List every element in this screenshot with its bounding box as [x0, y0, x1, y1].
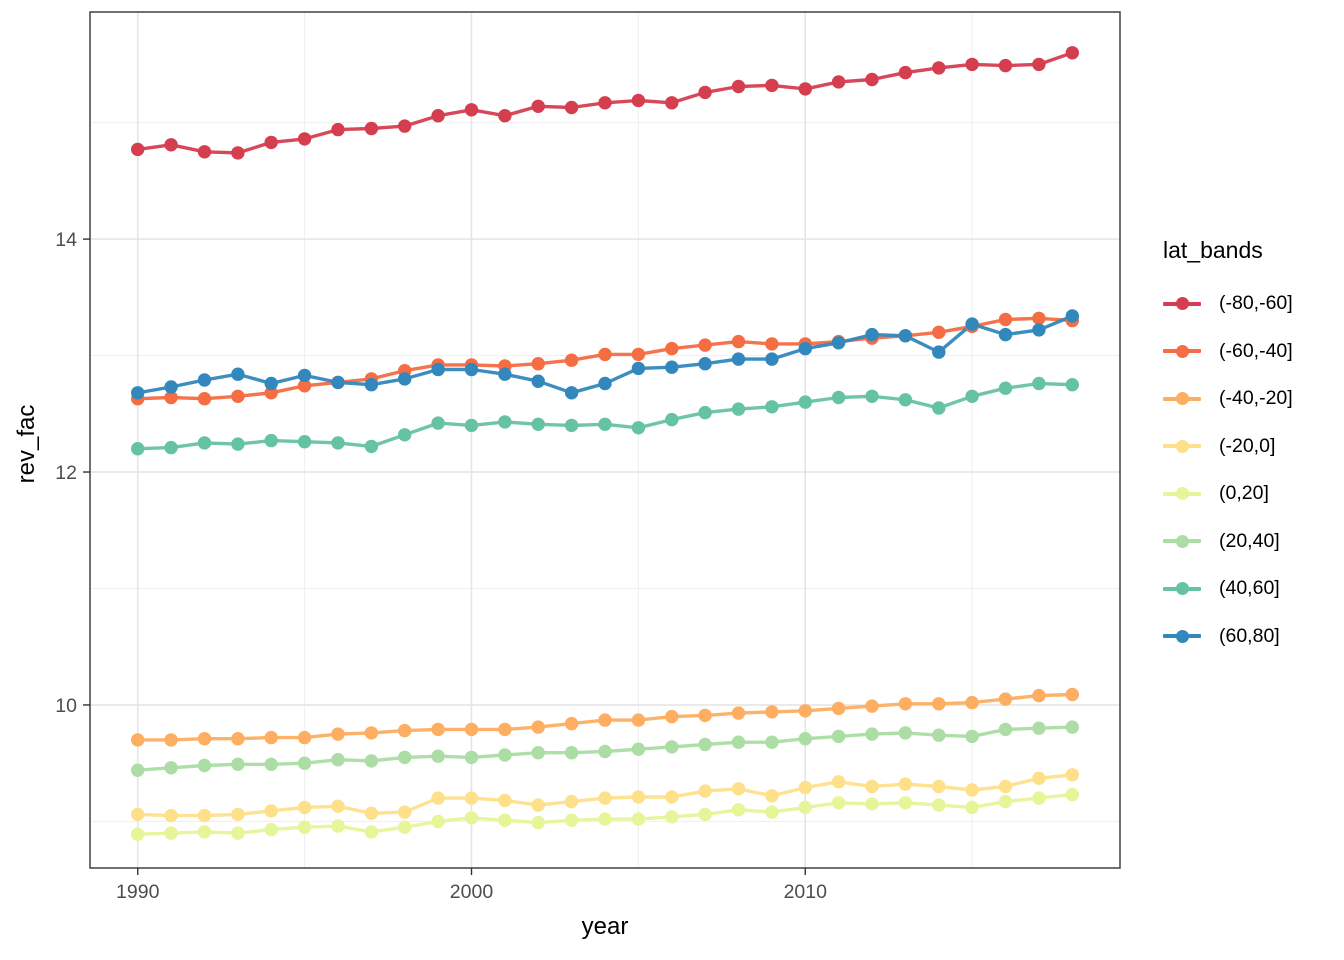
legend-key-icon [1163, 344, 1201, 358]
legend-item: (0,20] [1163, 470, 1293, 518]
legend-key-icon [1163, 392, 1201, 406]
legend-item: (20,40] [1163, 518, 1293, 566]
legend-item: (-40,-20] [1163, 375, 1293, 423]
legend-key-icon [1163, 297, 1201, 311]
legend-item-label: (-80,-60] [1219, 292, 1293, 315]
legend-item-label: (-60,-40] [1219, 339, 1293, 362]
legend-item-label: (60,80] [1219, 624, 1280, 647]
y-tick-label: 12 [55, 462, 77, 484]
legend-item-label: (-40,-20] [1219, 387, 1293, 410]
legend-item: (-80,-60] [1163, 280, 1293, 328]
legend-item-label: (40,60] [1219, 577, 1280, 600]
legend-item: (-60,-40] [1163, 328, 1293, 376]
x-tick-label: 2000 [450, 881, 494, 903]
legend-item-label: (20,40] [1219, 529, 1280, 552]
legend-key-icon [1163, 439, 1201, 453]
legend-key-icon [1163, 629, 1201, 643]
legend-key-icon [1163, 487, 1201, 501]
legend-item-label: (0,20] [1219, 482, 1269, 505]
y-tick-label: 10 [55, 695, 77, 717]
x-axis-title: year [581, 913, 629, 940]
x-tick-label: 1990 [116, 881, 160, 903]
legend-item: (60,80] [1163, 613, 1293, 661]
legend-rows: (-80,-60] (-60,-40] (-40,-20] (-20,0] (0… [1163, 280, 1293, 660]
legend: lat_bands (-80,-60] (-60,-40] (-40,-20] … [1163, 237, 1293, 660]
legend-title: lat_bands [1163, 237, 1263, 263]
legend-key-icon [1163, 534, 1201, 548]
legend-key-icon [1163, 582, 1201, 596]
legend-item-label: (-20,0] [1219, 434, 1276, 457]
legend-item: (40,60] [1163, 565, 1293, 613]
y-axis-title: rev_fac [13, 404, 40, 484]
legend-item: (-20,0] [1163, 423, 1293, 471]
x-tick-label: 2010 [784, 881, 828, 903]
y-tick-label: 14 [55, 229, 77, 251]
